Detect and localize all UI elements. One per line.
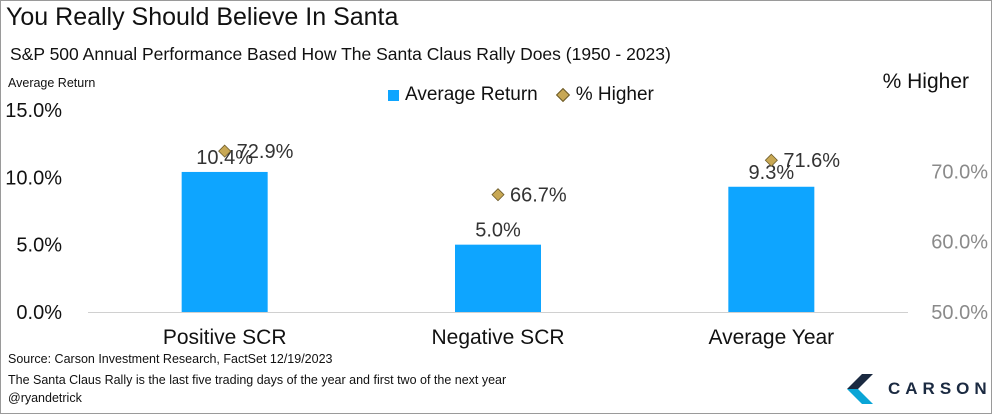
y-left-tick-label-0: 0.0% <box>16 302 62 324</box>
y-right-tick-label-2: 70.0% <box>931 161 988 183</box>
y-left-tick-label-1: 5.0% <box>16 235 62 257</box>
y-right-tick-label-1: 60.0% <box>931 232 988 254</box>
diamond-label-0: 72.9% <box>237 141 294 163</box>
y-axis-right-ticks: 50.0% 60.0% 70.0% <box>931 161 988 324</box>
diamond-marker-0 <box>218 144 232 158</box>
diamond-label-2: 71.6% <box>783 150 840 172</box>
footer-source: Source: Carson Investment Research, Fact… <box>8 352 333 366</box>
x-axis-tick-labels: Positive SCR Negative SCR Average Year <box>163 326 834 349</box>
carson-logo-text: CARSON <box>888 379 992 398</box>
y-axis-right-label: % Higher <box>882 70 969 93</box>
diamond-value-labels: 72.9% 66.7% 71.6% <box>237 141 841 207</box>
diamond-marker-2 <box>764 153 778 167</box>
y-right-tick-label-0: 50.0% <box>931 302 988 324</box>
legend-label-percent-higher: % Higher <box>575 84 654 105</box>
diamond-series <box>218 144 778 202</box>
x-tick-label-1: Negative SCR <box>431 326 564 349</box>
y-left-tick-label-3: 15.0% <box>5 100 62 122</box>
y-left-tick-label-2: 10.0% <box>5 167 62 189</box>
y-axis-left-ticks: 0.0% 5.0% 10.0% 15.0% <box>5 100 62 324</box>
bar-label-2: 9.3% <box>749 162 795 184</box>
legend: Average Return % Higher <box>388 84 672 106</box>
legend-item-average-return: Average Return <box>388 84 538 106</box>
bar-label-0: 10.4% <box>196 147 253 169</box>
bar-1 <box>455 244 541 312</box>
x-tick-label-0: Positive SCR <box>163 326 287 349</box>
carson-chevron-logo-icon <box>847 374 873 404</box>
legend-item-percent-higher: % Higher <box>555 84 654 106</box>
chart-subtitle: S&P 500 Annual Performance Based How The… <box>10 44 671 64</box>
legend-bar-swatch-icon <box>388 89 399 101</box>
legend-label-average-return: Average Return <box>405 84 538 105</box>
x-tick-label-2: Average Year <box>708 326 834 349</box>
diamond-marker-1 <box>491 188 505 202</box>
chart-title: You Really Should Believe In Santa <box>6 3 399 31</box>
bar-label-1: 5.0% <box>475 220 521 242</box>
footer-handle: @ryandetrick <box>8 391 82 405</box>
diamond-label-1: 66.7% <box>510 185 567 207</box>
y-axis-left-label: Average Return <box>8 76 96 90</box>
carson-logo: CARSON <box>846 372 992 406</box>
bar-2 <box>728 186 815 312</box>
footer-note: The Santa Claus Rally is the last five t… <box>8 373 507 387</box>
bar-value-labels: 10.4% 5.0% 9.3% <box>196 147 794 242</box>
bar-series <box>181 171 815 312</box>
bar-0 <box>181 171 268 312</box>
